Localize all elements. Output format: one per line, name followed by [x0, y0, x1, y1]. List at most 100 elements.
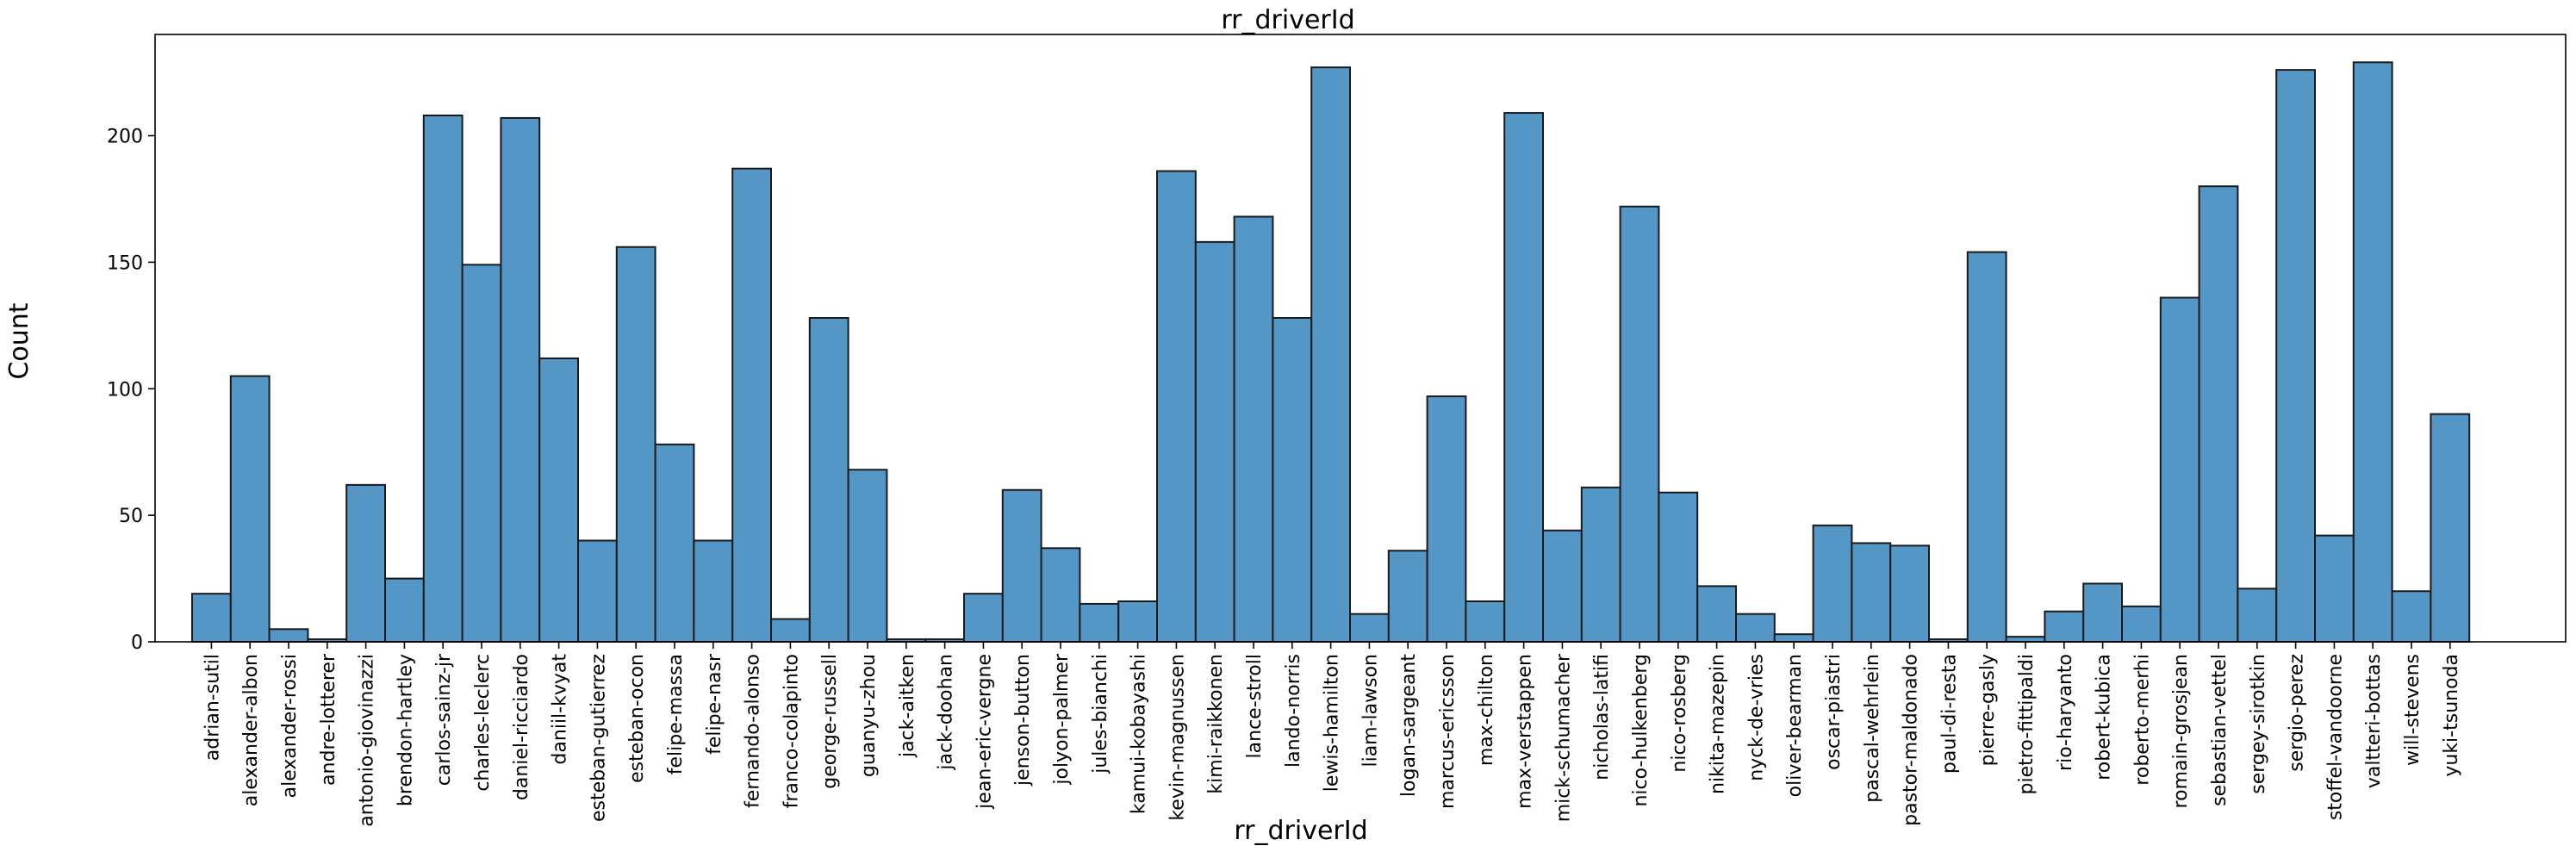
- y-tick-label: 100: [107, 379, 143, 401]
- bar-adrian-sutil: [191, 593, 232, 643]
- bar-george-russell: [808, 317, 849, 643]
- x-tick-label: pastor-maldonado: [1901, 654, 1922, 826]
- y-tick-label: 200: [107, 127, 143, 148]
- bar-jolyon-palmer: [1040, 547, 1081, 643]
- bar-daniel-ricciardo: [500, 116, 541, 643]
- bar-yuki-tsunoda: [2430, 413, 2471, 643]
- x-tick-label: guanyu-zhou: [858, 654, 880, 777]
- bar-jenson-button: [1001, 488, 1042, 643]
- bar-roberto-merhi: [2121, 605, 2162, 643]
- bar-felipe-massa: [654, 443, 695, 643]
- x-tick-label: jenson-button: [1012, 654, 1034, 787]
- x-tick-label: alexander-albon: [240, 654, 262, 806]
- x-tick-label: charles-leclerc: [472, 654, 494, 792]
- x-tick-label: nico-rosberg: [1669, 654, 1690, 773]
- x-tick-label: george-russell: [819, 654, 841, 789]
- x-axis-label: rr_driverId: [1234, 816, 1367, 846]
- x-tick-label: rio-haryanto: [2055, 654, 2076, 771]
- x-tick-label: mick-schumacher: [1552, 653, 1574, 822]
- bar-oliver-bearman: [1773, 633, 1814, 643]
- x-tick-label: nikita-mazepin: [1708, 654, 1729, 794]
- bar-charles-leclerc: [461, 264, 502, 643]
- y-axis-label: Count: [4, 302, 34, 379]
- bar-stoffel-vandoorne: [2314, 534, 2355, 643]
- bar-lewis-hamilton: [1310, 66, 1351, 643]
- bar-pietro-fittipaldi: [2005, 636, 2046, 643]
- bar-rio-haryanto: [2044, 610, 2085, 643]
- x-tick-label: romain-grosjean: [2170, 654, 2192, 808]
- bar-daniil-kvyat: [538, 358, 580, 643]
- x-tick-label: adrian-sutil: [202, 654, 223, 761]
- x-tick-label: alexander-rossi: [279, 654, 301, 798]
- bar-romain-grosjean: [2159, 296, 2200, 643]
- x-tick-label: kevin-magnussen: [1167, 654, 1188, 821]
- x-tick-label: pierre-gasly: [1977, 654, 1999, 766]
- x-tick-label: lance-stroll: [1244, 654, 1266, 758]
- x-tick-label: lewis-hamilton: [1322, 654, 1343, 792]
- bars-group: [191, 61, 2471, 643]
- x-tick-label: sebastian-vettel: [2209, 654, 2231, 806]
- bar-nico-rosberg: [1658, 491, 1699, 643]
- bar-pastor-maldonado: [1889, 544, 1930, 643]
- x-tick-label: jean-eric-vergne: [974, 654, 995, 810]
- x-tick-label: max-verstappen: [1515, 654, 1536, 809]
- bar-alexander-albon: [229, 375, 271, 643]
- y-axis-ticks: 0 50 100 150 200: [107, 127, 155, 654]
- bar-kamui-kobayashi: [1117, 600, 1158, 643]
- x-tick-label: fernando-alonso: [743, 654, 764, 808]
- bar-felipe-nasr: [693, 539, 734, 643]
- bar-robert-kubica: [2082, 582, 2123, 643]
- x-tick-label: jack-aitken: [897, 654, 918, 758]
- x-tick-label: liam-lawson: [1360, 654, 1381, 768]
- x-tick-label: franco-colapinto: [781, 654, 802, 808]
- bar-jean-eric-vergne: [963, 593, 1004, 643]
- x-tick-label: sergio-perez: [2287, 654, 2308, 772]
- bar-pascal-wehrlein: [1851, 542, 1892, 643]
- bar-alexander-rossi: [268, 628, 309, 643]
- x-tick-label: jack-doohan: [936, 654, 957, 771]
- bar-kimi-raikkonen: [1194, 240, 1235, 643]
- y-tick-label: 150: [107, 252, 143, 274]
- x-tick-label: felipe-nasr: [704, 653, 725, 755]
- bar-antonio-giovinazzi: [345, 483, 387, 643]
- bar-logan-sargeant: [1387, 550, 1428, 643]
- x-tick-label: daniil-kvyat: [550, 654, 571, 765]
- bar-brendon-hartley: [384, 577, 425, 643]
- x-tick-label: yuki-tsunoda: [2441, 654, 2462, 777]
- x-tick-label: nico-hulkenberg: [1630, 654, 1652, 807]
- x-tick-label: marcus-ericsson: [1437, 654, 1459, 809]
- bar-oscar-piastri: [1812, 524, 1853, 643]
- bar-jules-bianchi: [1079, 602, 1120, 643]
- x-tick-label: pascal-wehrlein: [1862, 654, 1883, 803]
- bar-liam-lawson: [1349, 613, 1390, 643]
- x-axis-ticks: adrian-sutil alexander-albon alexander-ros…: [202, 642, 2462, 827]
- x-tick-label: oliver-bearman: [1784, 654, 1806, 797]
- plot-frame: [154, 34, 2567, 643]
- x-tick-label: roberto-merhi: [2131, 654, 2153, 786]
- x-tick-label: max-chilton: [1476, 654, 1497, 766]
- bar-sebastian-vettel: [2198, 185, 2239, 643]
- x-tick-label: jules-bianchi: [1090, 654, 1111, 774]
- x-tick-label: pietro-fittipaldi: [2016, 654, 2038, 794]
- x-tick-label: nyck-de-vries: [1745, 654, 1767, 781]
- x-tick-label: kamui-kobayashi: [1129, 654, 1150, 814]
- y-tick-label: 50: [119, 506, 143, 527]
- y-tick-label: 0: [131, 632, 143, 654]
- bar-franco-colapinto: [770, 618, 811, 643]
- x-tick-label: valtteri-bottas: [2363, 654, 2385, 788]
- bar-lando-norris: [1272, 317, 1313, 643]
- bar-max-chilton: [1465, 600, 1506, 643]
- x-tick-label: felipe-massa: [665, 654, 687, 774]
- bar-nicholas-latifi: [1580, 486, 1621, 643]
- bar-sergio-perez: [2275, 69, 2316, 643]
- x-tick-label: logan-sargeant: [1398, 654, 1420, 797]
- x-tick-label: nicholas-latifi: [1591, 654, 1613, 780]
- x-tick-label: sergey-sirotkin: [2248, 654, 2269, 794]
- x-tick-label: lando-norris: [1283, 654, 1304, 768]
- bar-fernando-alonso: [731, 167, 773, 643]
- x-tick-label: robert-kubica: [2094, 654, 2115, 780]
- bar-esteban-ocon: [615, 246, 656, 643]
- x-tick-label: carlos-sainz-jr: [433, 653, 455, 786]
- x-tick-label: oscar-piastri: [1823, 654, 1845, 770]
- bar-lance-stroll: [1233, 215, 1274, 643]
